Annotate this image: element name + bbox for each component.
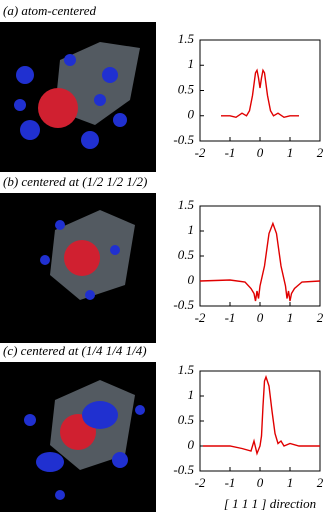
render-c (0, 362, 156, 512)
y-tick-label: 0.5 (178, 81, 195, 96)
y-tick-label: 1.5 (178, 31, 195, 46)
x-tick-label: 0 (257, 475, 264, 490)
plot-frame (199, 370, 321, 472)
y-tick-label: 0 (188, 272, 195, 287)
y-tick-label: 1 (188, 387, 195, 402)
y-tick-label: 0 (188, 437, 195, 452)
x-tick-label: 1 (287, 145, 294, 160)
plot-frame (199, 39, 321, 142)
x-tick-label: 1 (287, 310, 294, 325)
x-axis-label: [ 1 1 1 ] direction (224, 496, 316, 511)
x-tick-label: -2 (195, 310, 206, 325)
render-a (0, 22, 156, 172)
y-tick-label: 1.5 (178, 362, 195, 377)
y-tick-label: -0.5 (173, 297, 194, 312)
y-tick-label: 0.5 (178, 412, 195, 427)
x-tick-label: -1 (225, 310, 236, 325)
y-tick-label: 1 (188, 222, 195, 237)
x-tick-label: -2 (195, 475, 206, 490)
x-tick-label: -2 (195, 145, 206, 160)
y-tick-label: 1.5 (178, 197, 195, 212)
x-tick-label: -1 (225, 145, 236, 160)
y-tick-label: 0 (188, 107, 195, 122)
x-tick-label: 2 (317, 145, 324, 160)
data-line (199, 221, 321, 302)
y-tick-label: 1 (188, 56, 195, 71)
x-tick-label: -1 (225, 475, 236, 490)
data-line (221, 68, 299, 119)
x-tick-label: 0 (257, 145, 264, 160)
x-tick-label: 1 (287, 475, 294, 490)
panel-title: (a) atom-centered (3, 3, 97, 18)
y-tick-label: -0.5 (173, 132, 194, 147)
y-tick-label: 0.5 (178, 247, 195, 262)
x-tick-label: 2 (317, 475, 324, 490)
panel-title: (b) centered at (1/2 1/2 1/2) (3, 174, 147, 189)
x-tick-label: 2 (317, 310, 324, 325)
x-tick-label: 0 (257, 310, 264, 325)
y-tick-label: -0.5 (173, 462, 194, 477)
render-b (0, 193, 156, 343)
panel-title: (c) centered at (1/4 1/4 1/4) (3, 343, 147, 358)
data-line (203, 374, 320, 456)
